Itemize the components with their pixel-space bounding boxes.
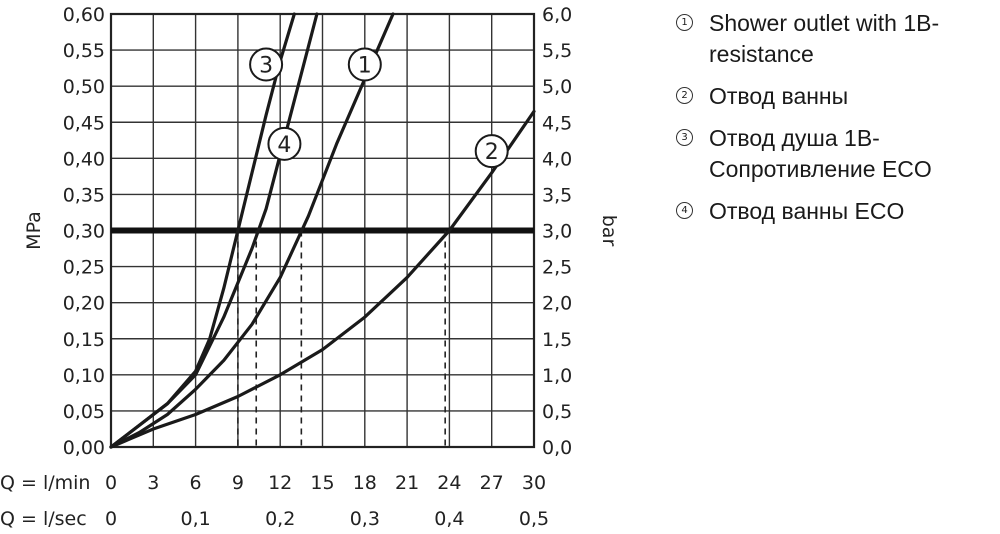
y-tick-label-left: 0,45 (63, 112, 105, 134)
series-marker-4 (267, 126, 302, 161)
legend: 1 Shower outlet with 1B- resistance 2 От… (676, 8, 996, 238)
pressure-flow-chart: 0,000,050,100,150,200,250,300,350,400,45… (0, 4, 620, 530)
x-secondary-axis-label: Q = l/sec (0, 508, 87, 530)
x-tick-label: 27 (480, 472, 504, 494)
x-secondary-tick-label: 0,3 (350, 508, 380, 530)
x-tick-label: 9 (232, 472, 244, 494)
x-tick-label: 15 (310, 472, 334, 494)
y-tick-label-right: 4,0 (542, 148, 572, 170)
x-secondary-tick-label: 0,1 (180, 508, 210, 530)
series-label-2: 2 (485, 140, 499, 165)
y-tick-label-right: 2,5 (542, 257, 572, 279)
series-line-1 (109, 12, 395, 449)
series-label-3: 3 (259, 54, 273, 79)
x-tick-label: 21 (395, 472, 419, 494)
legend-label-1-cont: resistance (709, 41, 814, 67)
y-tick-label-left: 0,40 (63, 148, 105, 170)
y-tick-label-right: 1,5 (542, 329, 572, 351)
y-tick-label-left: 0,55 (63, 40, 105, 62)
y-tick-label-left: 0,00 (63, 437, 105, 459)
x-axis-label: Q = l/min (0, 472, 90, 494)
legend-marker: 3 (676, 129, 693, 146)
y-tick-label-right: 0,0 (542, 437, 572, 459)
legend-label-1: Shower outlet with 1B- (709, 10, 940, 36)
y-tick-label-left: 0,30 (63, 221, 105, 243)
x-secondary-tick-label: 0,2 (265, 508, 295, 530)
y-axis-label-right: bar (598, 215, 620, 247)
series-label-1: 1 (358, 54, 372, 79)
y-axis-label-left: MPa (23, 211, 45, 250)
legend-item-1: 1 Shower outlet with 1B- resistance (676, 8, 996, 70)
y-tick-label-left: 0,20 (63, 293, 105, 315)
y-tick-label-right: 5,0 (542, 76, 572, 98)
legend-marker: 4 (676, 202, 693, 219)
series-marker-1 (347, 47, 382, 82)
x-secondary-tick-label: 0 (105, 508, 117, 530)
y-tick-label-right: 5,5 (542, 40, 572, 62)
x-tick-label: 24 (437, 472, 461, 494)
legend-marker: 2 (676, 87, 693, 104)
y-tick-label-right: 3,5 (542, 184, 572, 206)
legend-marker: 1 (676, 14, 693, 31)
y-tick-label-left: 0,15 (63, 329, 105, 351)
legend-label-3-cont: Сопротивление ECO (709, 156, 932, 182)
series-marker-3 (249, 47, 284, 82)
legend-label-3: Отвод душа 1В- (709, 125, 880, 151)
series-marker-2 (474, 134, 509, 169)
x-tick-label: 18 (353, 472, 377, 494)
x-secondary-tick-label: 0,4 (434, 508, 464, 530)
y-tick-label-right: 2,0 (542, 293, 572, 315)
y-tick-label-right: 0,5 (542, 401, 572, 423)
legend-item-3: 3 Отвод душа 1В- Сопротивление ECO (676, 123, 996, 185)
y-tick-label-left: 0,35 (63, 184, 105, 206)
y-tick-label-right: 1,0 (542, 365, 572, 387)
x-tick-label: 0 (105, 472, 117, 494)
y-tick-label-right: 6,0 (542, 4, 572, 26)
y-tick-label-left: 0,10 (63, 365, 105, 387)
y-tick-label-left: 0,25 (63, 257, 105, 279)
series-line-2 (109, 109, 536, 449)
y-tick-label-left: 0,50 (63, 76, 105, 98)
y-tick-label-left: 0,05 (63, 401, 105, 423)
x-tick-label: 12 (268, 472, 292, 494)
y-tick-label-right: 3,0 (542, 221, 572, 243)
legend-item-4: 4 Отвод ванны ECO (676, 196, 996, 227)
series-label-4: 4 (277, 133, 291, 158)
x-tick-label: 6 (190, 472, 202, 494)
legend-label-4: Отвод ванны ECO (709, 198, 905, 224)
legend-item-2: 2 Отвод ванны (676, 81, 996, 112)
y-tick-label-right: 4,5 (542, 112, 572, 134)
x-secondary-tick-label: 0,5 (519, 508, 549, 530)
legend-label-2: Отвод ванны (709, 83, 849, 109)
x-tick-label: 30 (522, 472, 546, 494)
y-tick-label-left: 0,60 (63, 4, 105, 26)
x-tick-label: 3 (147, 472, 159, 494)
